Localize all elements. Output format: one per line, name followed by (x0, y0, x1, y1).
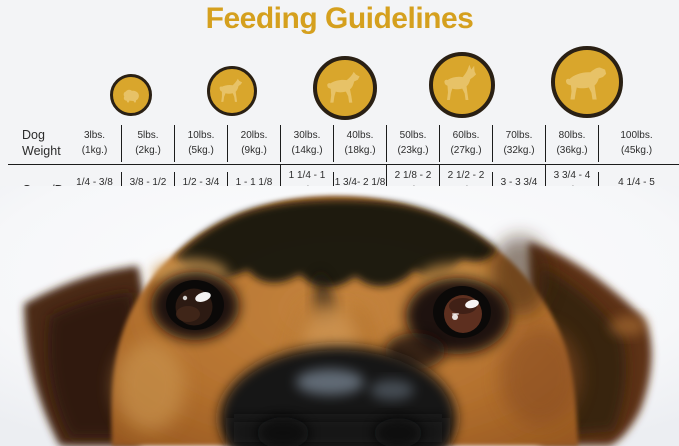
size-circle-xlarge (551, 46, 623, 118)
weight-cell: 50lbs. (23kg.) (386, 125, 439, 163)
xlarge-dog-icon (565, 67, 606, 100)
medium-dog-icon (327, 71, 360, 103)
weight-cell: 30lbs. (14kg.) (280, 125, 333, 163)
weight-row: Dog Weight 3lbs. (1kg.) 5lbs. (2kg.) 10lbs… (8, 124, 679, 164)
weight-cell: 70lbs. (32kg.) (492, 125, 545, 163)
weight-cell: 60lbs. (27kg.) (439, 125, 492, 163)
dog-nose (220, 346, 456, 446)
weight-cell: 5lbs. (2kg.) (121, 125, 174, 163)
page-title: Feeding Guidelines (205, 2, 474, 35)
large-dog-icon (444, 65, 477, 101)
size-circle-small (207, 66, 257, 116)
weight-row-label: Dog Weight (22, 128, 61, 159)
right-eye (433, 286, 491, 338)
small-dog-icon (219, 78, 243, 102)
right-cheek-shade (500, 326, 580, 426)
weight-cell: 3lbs. (1kg.) (81, 130, 108, 157)
head-black-markings (175, 199, 498, 287)
left-cheek (115, 341, 185, 431)
weight-cell: 10lbs. (5kg.) (174, 125, 227, 163)
right-temple-shade (490, 236, 550, 316)
weight-cell: 20lbs. (9kg.) (227, 125, 280, 163)
size-circle-large (429, 52, 495, 118)
left-eye (166, 280, 224, 330)
weight-cell: 40lbs. (18kg.) (333, 125, 386, 163)
size-circle-medium (313, 56, 377, 120)
size-circle-xsmall (110, 74, 152, 116)
xsmall-dog-icon (123, 90, 140, 103)
dog-face-photo (0, 186, 679, 446)
weight-cell: 100lbs. (45kg.) (598, 125, 674, 163)
weight-cell: 80lbs. (36kg.) (545, 125, 598, 163)
